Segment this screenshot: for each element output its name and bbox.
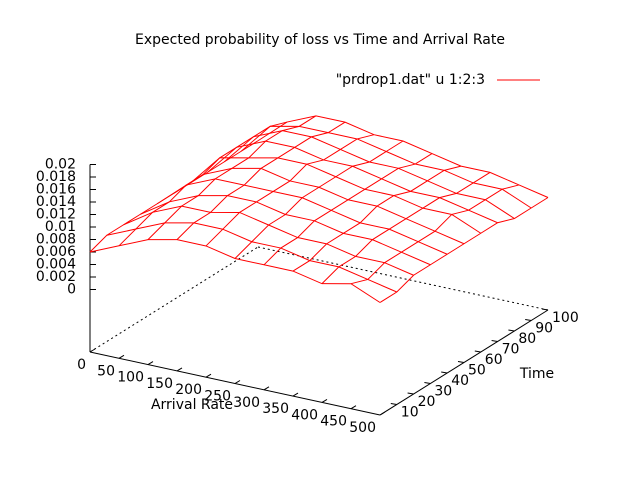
y-tick-label: 40 <box>451 373 469 389</box>
y-tick <box>525 319 532 321</box>
y-tick <box>541 308 549 311</box>
z-tick-label: 0.016 <box>36 182 76 198</box>
chart-title: Expected probability of loss vs Time and… <box>135 32 505 48</box>
z-tick-label: 0.002 <box>36 269 76 285</box>
x-tick-label: 450 <box>320 414 347 430</box>
y-tick-label: 100 <box>552 310 579 326</box>
surface-column <box>292 165 462 272</box>
surface-column <box>350 184 520 285</box>
y-tick-label: 60 <box>485 352 503 368</box>
x-tick <box>176 367 183 372</box>
x-tick <box>234 380 241 384</box>
x-tick-label: 200 <box>175 382 202 398</box>
surface-column <box>147 115 317 240</box>
surface-column <box>89 140 259 253</box>
y-axis-label: Time <box>519 366 554 382</box>
x-tick-label: 350 <box>262 401 289 417</box>
x-tick-label: 0 <box>77 357 86 373</box>
x-tick <box>118 354 125 359</box>
x-tick <box>321 398 328 403</box>
y-tick-label: 20 <box>418 394 436 410</box>
x-tick <box>292 392 299 397</box>
surface-column <box>263 153 433 266</box>
surface-column <box>176 121 346 241</box>
surface-column <box>118 121 288 247</box>
y-tick <box>491 340 498 342</box>
z-tick-label: 0.01 <box>45 219 76 235</box>
y-tick-label: 30 <box>434 384 452 400</box>
surface-column <box>379 197 549 303</box>
x-tick-label: 500 <box>349 420 376 436</box>
z-tick-label: 0.004 <box>36 257 76 273</box>
y-tick <box>457 361 465 363</box>
x-tick-label: 150 <box>146 376 173 392</box>
x-tick <box>205 373 212 378</box>
surface-column <box>321 171 491 285</box>
z-tick-label: 0.012 <box>36 207 76 223</box>
y-tick-label: 80 <box>518 331 536 347</box>
legend-label: "prdrop1.dat" u 1:2:3 <box>336 72 485 88</box>
z-tick-label: 0.018 <box>36 169 76 185</box>
z-tick-label: 0.014 <box>36 194 76 210</box>
y-tick-label: 10 <box>401 405 419 421</box>
y-tick <box>390 403 397 405</box>
x-tick-label: 400 <box>291 407 318 423</box>
x-axis-label: Arrival Rate <box>151 397 233 413</box>
x-tick-label: 300 <box>233 395 260 411</box>
y-tick <box>441 371 448 374</box>
x-tick <box>350 405 357 410</box>
y-tick <box>508 329 515 332</box>
x-tick <box>263 386 270 391</box>
y-tick <box>474 350 481 353</box>
surface-column <box>234 140 404 259</box>
base-edge <box>89 246 259 353</box>
x-tick <box>147 361 154 366</box>
x-tick <box>379 411 386 416</box>
y-tick <box>424 382 431 384</box>
y-tick <box>407 392 414 395</box>
y-tick-label: 70 <box>502 342 520 358</box>
z-tick-label: 0.006 <box>36 244 76 260</box>
z-tick-label: 0 <box>67 282 76 298</box>
x-tick-label: 50 <box>97 363 115 379</box>
x-tick <box>89 348 96 353</box>
z-tick-label: 0.02 <box>45 157 76 173</box>
x-tick-label: 100 <box>117 370 144 386</box>
y-tick-label: 50 <box>468 363 486 379</box>
x-tick-label: 250 <box>204 389 231 405</box>
z-tick-label: 0.008 <box>36 232 76 248</box>
y-tick-label: 90 <box>535 321 553 337</box>
surface-column <box>205 134 375 247</box>
